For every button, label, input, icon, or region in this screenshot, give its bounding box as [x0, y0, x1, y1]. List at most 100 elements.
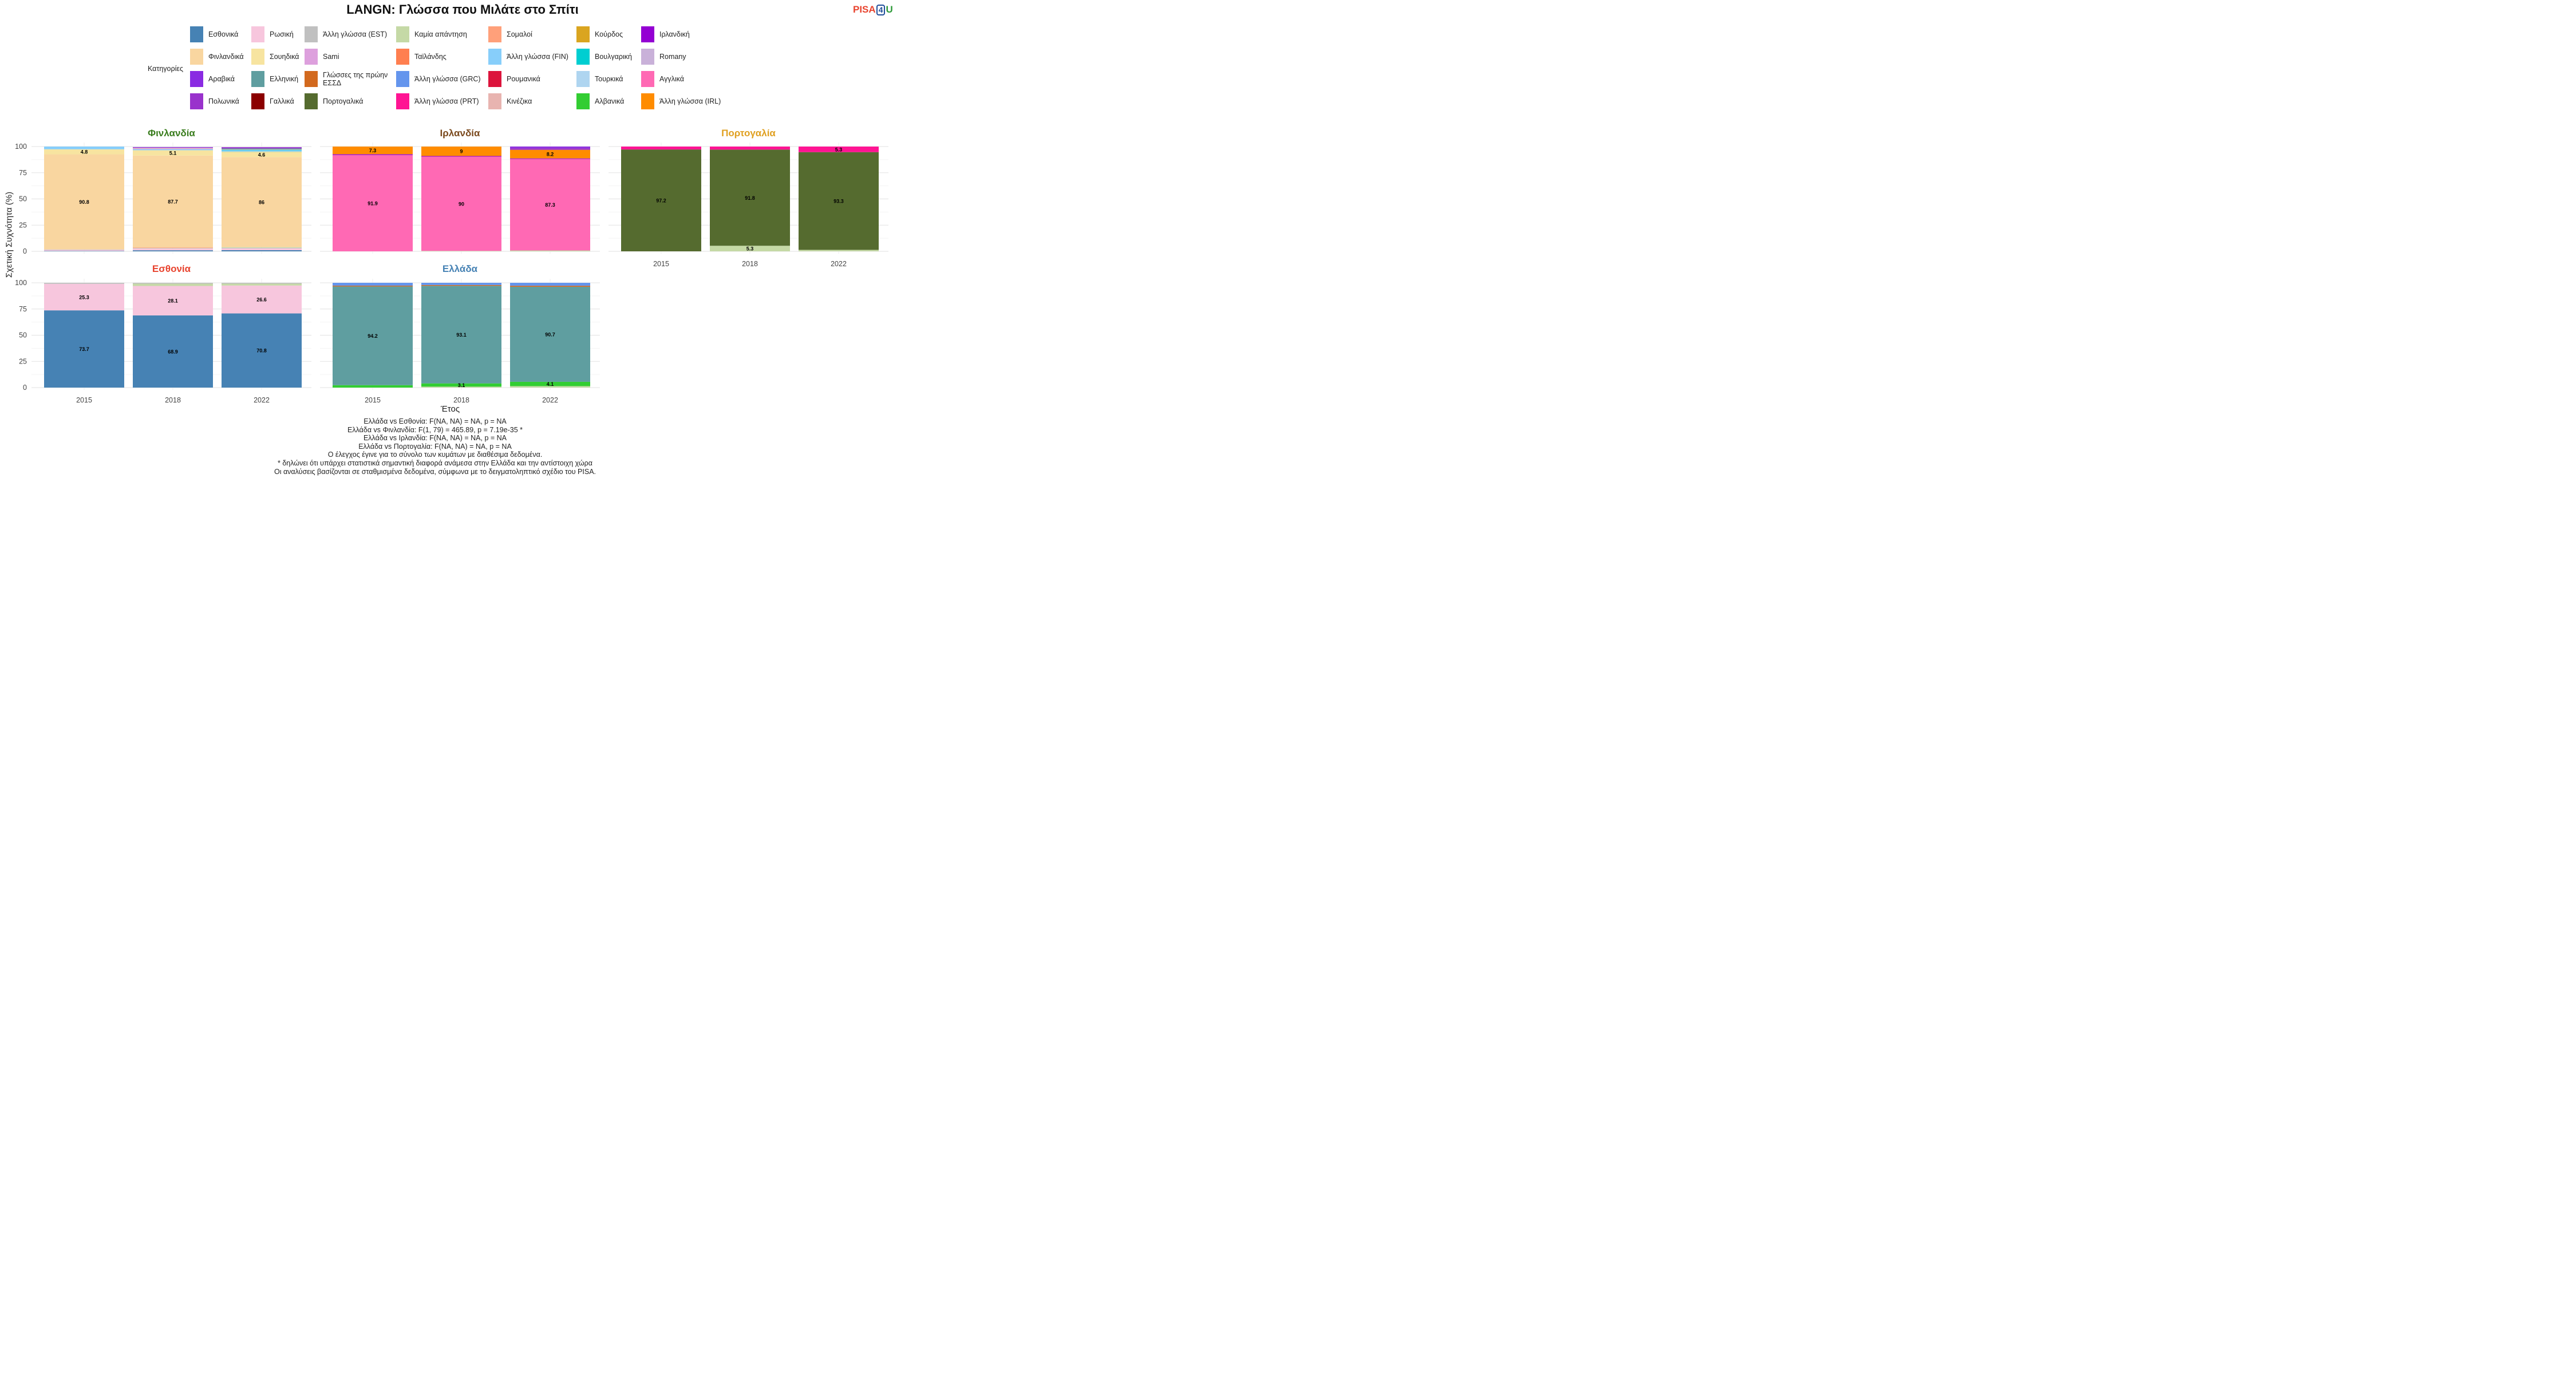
legend-swatch	[576, 49, 590, 65]
bar-segment	[421, 383, 501, 387]
bar-segment	[133, 149, 213, 151]
y-axis-title: Σχετική Συχνότητα (%)	[4, 191, 14, 278]
legend-swatch	[190, 26, 203, 42]
bar-segment	[621, 149, 701, 251]
legend-swatch	[641, 71, 654, 87]
data-label: 91.9	[368, 200, 378, 206]
footnote-line: Ελλάδα vs Φινλανδία: F(1, 79) = 465.89, …	[347, 425, 523, 434]
data-label: 25.3	[79, 294, 89, 300]
x-tick-label: 2022	[254, 396, 270, 404]
logo-text-4: 4	[876, 5, 886, 15]
data-label: 4.6	[258, 152, 266, 158]
facet-title: Ελλάδα	[442, 263, 478, 274]
facet-title: Φινλανδία	[148, 128, 195, 139]
x-tick-label: 2022	[831, 260, 847, 268]
bar-segment	[44, 154, 124, 250]
x-tick-label: 2018	[742, 260, 758, 268]
bar-segment	[799, 152, 879, 250]
bar-segment	[421, 286, 501, 384]
bar-segment	[710, 149, 790, 246]
legend-swatch	[190, 49, 203, 65]
data-label: 94.2	[368, 333, 378, 339]
bar-segment	[421, 156, 501, 251]
legend-label: Ιρλανδική	[659, 30, 690, 38]
data-label: 7.3	[369, 148, 377, 153]
bar-segment	[510, 159, 590, 251]
facet-title: Εσθονία	[152, 263, 191, 274]
legend-label: Εσθονικά	[208, 30, 239, 38]
legend-label: Φινλανδικά	[208, 53, 244, 61]
bar-segment	[222, 157, 302, 247]
chart-title: LANGN: Γλώσσα που Μιλάτε στο Σπίτι	[346, 2, 579, 17]
y-tick-label: 25	[19, 221, 27, 229]
legend-label: Ταϊλάνδης	[414, 53, 447, 61]
data-label: 93.3	[833, 199, 844, 204]
legend-swatch	[305, 93, 318, 109]
x-axis-title: Έτος	[441, 404, 460, 414]
data-label: 5.1	[169, 151, 177, 156]
bar-segment	[222, 250, 302, 251]
legend-label: Γλώσσες της πρώην ΕΣΣΔ	[323, 71, 388, 87]
bar-segment	[133, 150, 213, 156]
footnote-line: Ελλάδα vs Ιρλανδία: F(NA, NA) = NA, p = …	[363, 434, 507, 443]
bar-segment	[510, 149, 590, 159]
legend-swatch	[641, 49, 654, 65]
legend-label: Πολωνικά	[208, 97, 239, 105]
data-label: 3.1	[458, 382, 465, 388]
legend-label: Αλβανικά	[595, 97, 625, 105]
legend-label: Romany	[659, 53, 686, 61]
bar-segment	[222, 147, 302, 148]
legend-title: Κατηγορίες	[148, 65, 183, 73]
data-label: 90.8	[79, 199, 89, 205]
bar-segment	[333, 283, 413, 286]
legend-label: Ελληνική	[270, 75, 299, 83]
data-label: 93.1	[456, 332, 467, 338]
bar-segment	[799, 147, 879, 152]
legend-swatch	[396, 26, 409, 42]
legend-label: Πορτογαλικά	[323, 97, 364, 105]
logo-text-pisa: PISA	[853, 4, 876, 15]
bar-segment	[133, 247, 213, 248]
legend-label: Άλλη γλώσσα (IRL)	[659, 97, 721, 105]
data-label: 5.3	[835, 147, 843, 152]
bar-segment	[333, 154, 413, 155]
bar-segment	[133, 250, 213, 251]
legend-label: Ρωσική	[270, 30, 294, 38]
pisa4u-logo: PISA 4 U	[853, 4, 893, 15]
legend-swatch	[190, 93, 203, 109]
legend-swatch	[576, 26, 590, 42]
legend-swatch	[396, 71, 409, 87]
bar-segment	[222, 149, 302, 151]
bar-segment	[222, 149, 302, 150]
bar-segment	[510, 283, 590, 286]
y-tick-label: 75	[19, 169, 27, 177]
footnote-line: Ελλάδα vs Εσθονία: F(NA, NA) = NA, p = N…	[364, 417, 507, 425]
data-label: 68.9	[168, 349, 178, 354]
footnote-line: * δηλώνει ότι υπάρχει στατιστικά σημαντι…	[278, 459, 592, 467]
legend-swatch	[305, 49, 318, 65]
footnote-line: Ο έλεγχος έγινε για το σύνολο των κυμάτω…	[327, 451, 543, 459]
bar-segment	[333, 385, 413, 388]
bar-segment	[333, 286, 413, 385]
x-tick-label: 2018	[165, 396, 181, 404]
legend-label: Αραβικά	[208, 75, 235, 83]
legend-label: Sami	[323, 53, 339, 61]
data-label: 4.8	[81, 149, 88, 155]
facet-panel: Ελλάδα 94.2 2015 3.1 93.1 2018 4.1 90.7 2022	[320, 263, 600, 404]
bar-segment	[510, 286, 590, 382]
legend-label: Κινέζικα	[507, 97, 532, 105]
bar-segment	[222, 248, 302, 250]
facet-panel: Φινλανδία 0 25 50 75 100 90.8 4.8 87.7 5.1 86 4.6	[15, 128, 311, 255]
bar-segment	[222, 247, 302, 248]
data-label: 4.1	[547, 381, 554, 387]
x-tick-label: 2018	[453, 396, 469, 404]
legend-swatch	[641, 93, 654, 109]
facet-panel: Πορτογαλία 97.2 2015 5.3 91.8 2018 93.3 5.3 2022	[609, 128, 888, 268]
legend-swatch	[190, 71, 203, 87]
bar-segment	[44, 283, 124, 284]
bar-segment	[44, 147, 124, 149]
x-tick-label: 2022	[542, 396, 558, 404]
data-label: 8.2	[547, 152, 554, 157]
legend-label: Σομαλοί	[507, 30, 532, 38]
data-label: 87.3	[545, 202, 555, 208]
